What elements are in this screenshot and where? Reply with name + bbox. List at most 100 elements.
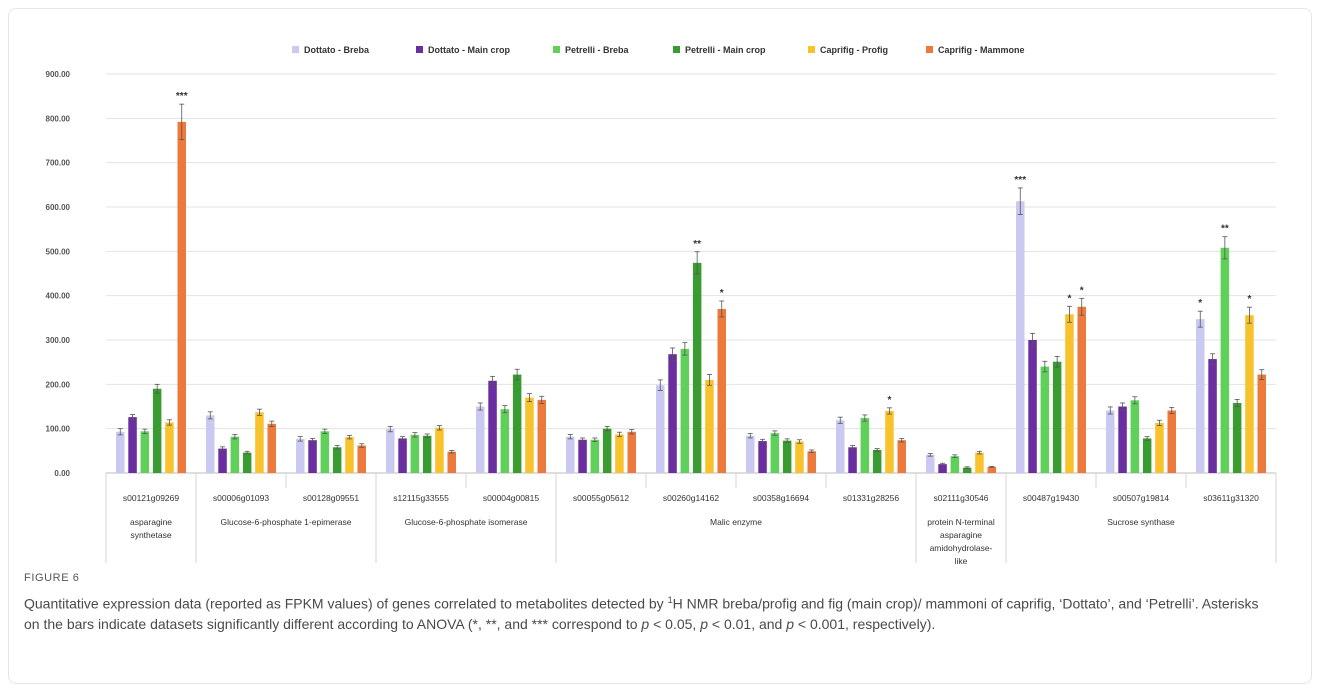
bar (447, 451, 456, 473)
bar (206, 415, 215, 473)
bar (795, 441, 804, 473)
bar (836, 420, 845, 473)
bar (386, 429, 395, 473)
legend-label: Petrelli - Breba (565, 45, 630, 55)
bar (897, 440, 906, 473)
x-tick-label: s00507g19814 (1113, 493, 1170, 503)
bar (242, 452, 252, 473)
bar (566, 436, 575, 473)
caption-text: Quantitative expression data (reported a… (24, 595, 668, 612)
caption-italic: p (641, 615, 650, 632)
bar (717, 308, 726, 473)
x-tick-label: s00487g19430 (1023, 493, 1080, 503)
bar (476, 406, 485, 473)
significance-annotation: * (1067, 293, 1071, 304)
legend-swatch (926, 46, 933, 53)
bar (668, 354, 677, 473)
legend-label: Petrelli - Main crop (685, 45, 766, 55)
bar (962, 467, 972, 473)
x-tick-label: s02111g30546 (934, 493, 989, 503)
bar (116, 431, 125, 473)
figure-caption: Quantitative expression data (reported a… (24, 590, 1274, 634)
legend-swatch (292, 46, 299, 53)
bar (680, 348, 690, 473)
bar (357, 445, 366, 473)
legend-swatch (553, 46, 560, 53)
bar (308, 440, 317, 473)
y-tick-label: 800.00 (46, 114, 71, 123)
significance-annotation: ** (693, 239, 701, 250)
x-group-label: asparagine (940, 530, 982, 540)
bar (885, 410, 894, 473)
x-tick-label: s00128g09551 (303, 493, 360, 503)
bar (1028, 340, 1037, 473)
x-tick-label: s03611g31320 (1203, 493, 1259, 503)
bar (1220, 247, 1230, 473)
bar (1065, 314, 1074, 473)
bar (782, 440, 792, 473)
caption-superscript: 1 (667, 595, 673, 605)
bar (140, 431, 150, 473)
significance-annotation: * (1080, 285, 1084, 296)
bar (807, 451, 816, 473)
bar (435, 427, 444, 473)
y-tick-label: 400.00 (46, 292, 71, 301)
caption-italic: p (700, 615, 708, 632)
bar (230, 436, 240, 473)
significance-annotation: ** (1221, 224, 1229, 235)
y-tick-label: 600.00 (46, 203, 71, 212)
bar (1016, 201, 1025, 473)
bar (987, 466, 996, 473)
bar (1130, 400, 1140, 473)
legend-swatch (808, 46, 815, 53)
x-tick-label: s00004g00815 (483, 493, 540, 503)
significance-annotation: * (1247, 294, 1251, 305)
y-tick-label: 700.00 (46, 159, 71, 168)
significance-annotation: * (887, 395, 891, 406)
caption-italic: p (786, 615, 795, 632)
x-tick-label: s00055g05612 (573, 493, 630, 503)
bar (758, 441, 767, 473)
bar (345, 437, 354, 473)
bar (267, 423, 276, 473)
x-tick-label: s00260g14162 (663, 493, 720, 503)
significance-annotation: *** (1014, 175, 1026, 186)
significance-annotation: *** (176, 91, 188, 102)
figure-label: FIGURE 6 (24, 572, 80, 584)
legend-label: Caprifig - Profig (820, 45, 888, 55)
caption-text: < 0.001, respectively). (794, 615, 936, 632)
x-tick-label: s01331g28256 (843, 493, 900, 503)
bar (872, 449, 882, 473)
bar (488, 380, 497, 473)
bar (152, 388, 162, 473)
bar (128, 417, 137, 473)
bar-chart: 0.00 100.00 200.00 300.00 400.00 500.00 600.00… (46, 45, 1277, 564)
bar (1208, 359, 1217, 473)
x-group-label: protein N-terminal (927, 517, 995, 527)
y-tick-label: 0.00 (54, 469, 70, 478)
bar (615, 434, 624, 473)
bar (602, 428, 612, 473)
bar (656, 385, 665, 473)
x-group-label: synthetase (130, 530, 171, 540)
x-tick-label: s00121g09269 (123, 493, 180, 503)
bar (177, 121, 186, 473)
bar (770, 433, 780, 473)
bar (296, 438, 305, 473)
bar (975, 452, 984, 473)
bar (537, 399, 546, 473)
bar (950, 456, 960, 473)
bar (410, 434, 420, 473)
bar (860, 418, 870, 473)
significance-annotation: * (1198, 298, 1202, 309)
bar (422, 435, 432, 473)
legend-swatch (673, 46, 680, 53)
bar (218, 448, 227, 473)
bar (332, 447, 342, 473)
caption-text: < 0.01, and (707, 615, 787, 632)
legend-label: Caprifig - Mammone (938, 45, 1025, 55)
x-tick-label: s12115g33555 (393, 493, 449, 503)
bar (512, 374, 522, 473)
bar (590, 439, 600, 473)
x-tick-label: s00006g01093 (213, 493, 270, 503)
